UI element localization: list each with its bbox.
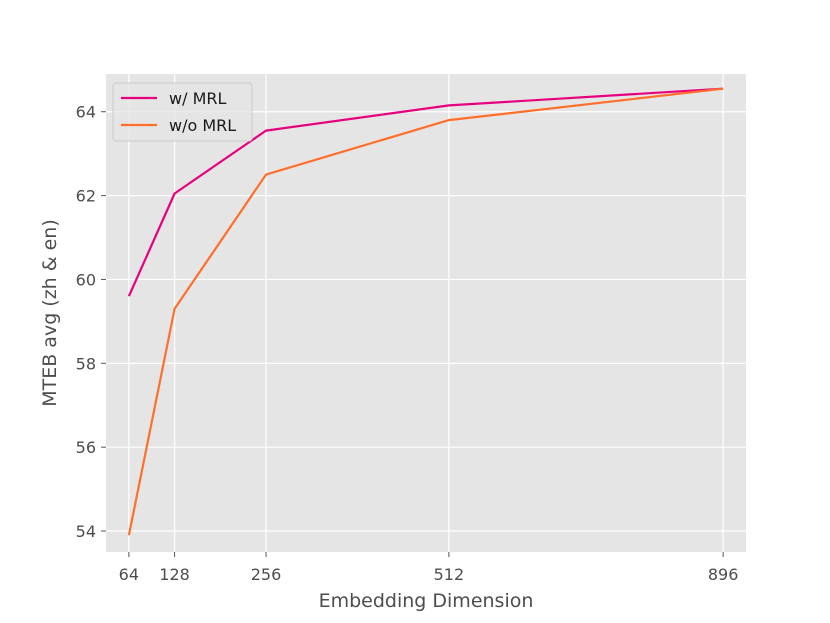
series-line-w-mrl [127,87,724,297]
legend: w/ MRL w/o MRL [112,82,253,142]
x-axis: 64 128 256 512 896 [119,552,739,584]
y-axis: 54 56 58 60 62 64 [76,103,106,541]
series-line-wo-mrl [127,87,724,536]
legend-label-w-mrl: w/ MRL [169,89,226,108]
x-tick-label: 256 [251,565,282,584]
y-tick-label: 62 [76,187,96,206]
x-tick-label: 896 [708,565,739,584]
y-tick-label: 58 [76,354,96,373]
series-group [127,87,724,536]
y-tick-label: 64 [76,103,96,122]
x-tick-label: 64 [119,565,139,584]
x-axis-label: Embedding Dimension [319,590,534,612]
y-tick-label: 54 [76,522,96,541]
x-tick-label: 512 [434,565,465,584]
y-tick-label: 56 [76,438,96,457]
y-tick-label: 60 [76,270,96,289]
y-axis-label: MTEB avg (zh & en) [39,219,61,407]
legend-label-wo-mrl: w/o MRL [169,116,236,135]
x-tick-label: 128 [159,565,190,584]
plot-background [106,74,746,552]
